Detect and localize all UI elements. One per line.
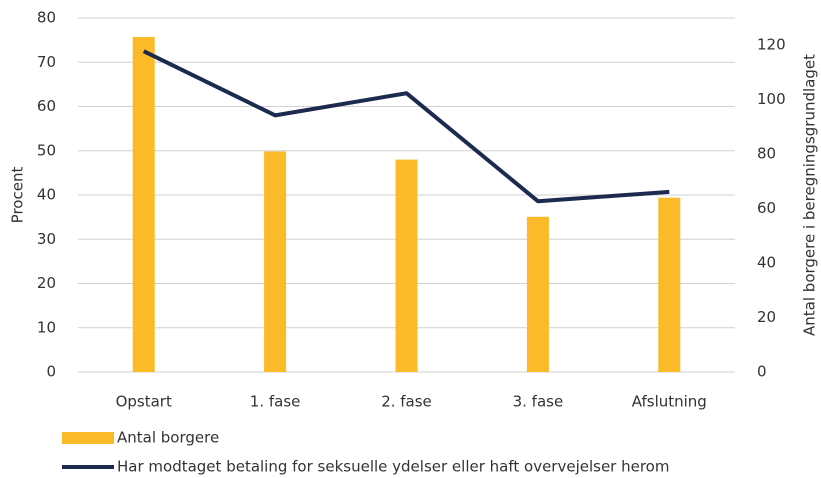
y-axis-label: Procent <box>9 167 27 224</box>
bar <box>658 197 681 372</box>
y2-tick-label: 120 <box>757 36 786 54</box>
y-tick-label: 50 <box>37 141 56 159</box>
x-tick-label: 3. fase <box>513 393 564 411</box>
y2-tick-label: 80 <box>757 145 776 163</box>
y2-tick-label: 100 <box>757 90 786 108</box>
x-tick-label: 2. fase <box>381 393 432 411</box>
bar <box>132 37 155 373</box>
y-tick-label: 30 <box>37 230 56 248</box>
bar <box>395 159 418 372</box>
x-tick-label: Afslutning <box>632 393 707 411</box>
bar <box>526 216 549 372</box>
y-tick-label: 20 <box>37 274 56 292</box>
y-tick-label: 60 <box>37 97 56 115</box>
legend-label: Har modtaget betaling for seksuelle ydel… <box>117 458 669 476</box>
x-tick-label: 1. fase <box>250 393 301 411</box>
y-tick-label: 80 <box>37 9 56 27</box>
legend-swatch <box>62 432 114 444</box>
y2-axis-label: Antal borgere i beregningsgrundlaget <box>801 54 819 336</box>
line <box>142 49 670 204</box>
legend-label: Antal borgere <box>117 429 219 447</box>
y-tick-label: 0 <box>46 363 56 381</box>
y-tick-label: 70 <box>37 53 56 71</box>
y-tick-label: 40 <box>37 186 56 204</box>
x-tick-label: Opstart <box>116 393 172 411</box>
y2-tick-label: 60 <box>757 199 776 217</box>
y-tick-label: 10 <box>37 318 56 336</box>
y2-tick-label: 40 <box>757 254 776 272</box>
bar <box>264 151 287 372</box>
y2-tick-label: 20 <box>757 308 776 326</box>
y2-tick-label: 0 <box>757 363 767 381</box>
